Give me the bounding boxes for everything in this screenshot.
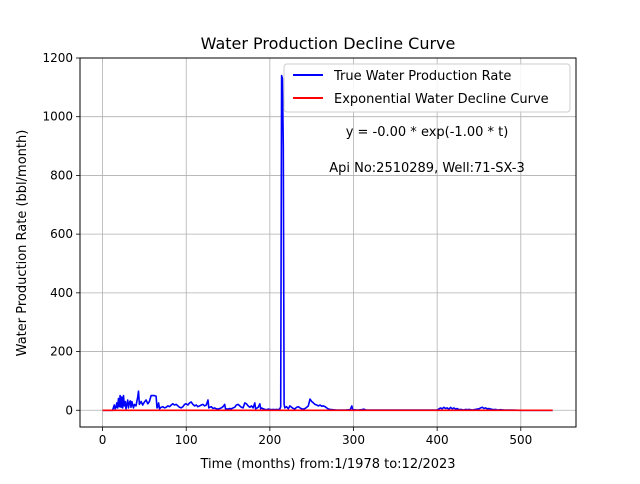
legend: True Water Production Rate Exponential W… [283,63,571,113]
x-tick-label: 500 [509,433,532,447]
x-tick-label: 100 [175,433,198,447]
plot-area-frame [79,57,577,428]
y-tick-label: 1000 [42,110,73,124]
axis-ticks: 0 100 200 300 400 500 0 200 400 600 800 1000 1200 [42,51,532,447]
legend-box [283,63,571,113]
x-tick-label: 400 [426,433,449,447]
x-tick-label: 0 [99,433,107,447]
well-id-annotation: Api No:2510289, Well:71-SX-3 [329,161,525,176]
x-axis-label: Time (months) from:1/1978 to:12/2023 [199,457,455,472]
equation-annotation: y = -0.00 * exp(-1.00 * t) [346,125,509,140]
legend-label-decline-curve: Exponential Water Decline Curve [334,92,549,107]
y-tick-label: 200 [50,345,73,359]
series-lines [102,74,553,412]
y-tick-label: 0 [65,403,73,417]
chart-title: Water Production Decline Curve [201,34,456,53]
y-tick-label: 800 [50,168,73,182]
y-axis-label: Water Production Rate (bbl/month) [15,130,30,357]
y-tick-label: 400 [50,286,73,300]
y-tick-label: 1200 [42,51,73,65]
y-tick-label: 600 [50,227,73,241]
grid-lines [80,57,576,427]
legend-label-true-rate: True Water Production Rate [333,69,511,84]
x-tick-label: 300 [342,433,365,447]
series-line-true-rate [102,74,553,412]
x-tick-label: 200 [258,433,281,447]
